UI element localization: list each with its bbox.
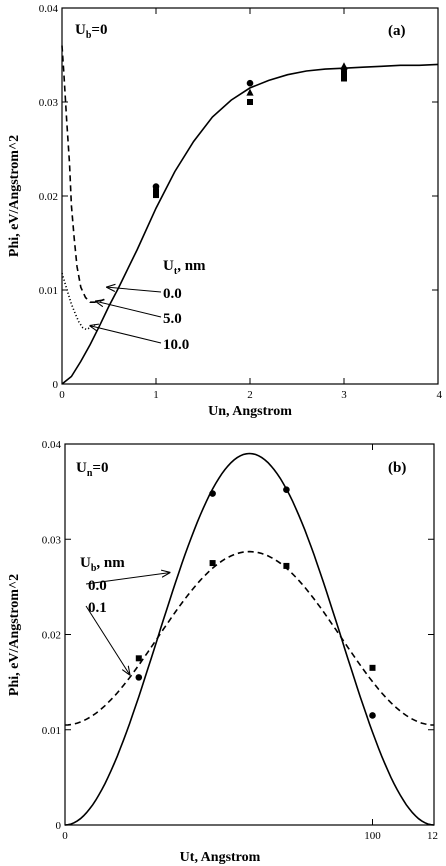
panel-b-legend-title: Ub, nm <box>80 555 125 574</box>
panel-a-condition: Ub=0 <box>75 22 107 41</box>
data-point-circle <box>209 490 216 497</box>
data-point-circle <box>135 674 143 681</box>
panel-a-legend-entry-2: 5.0 <box>163 311 182 327</box>
y-tick-label: 0.02 <box>39 191 58 203</box>
y-tick-label: 0 <box>53 379 59 391</box>
series-line-solid <box>64 452 435 826</box>
y-tick-label: 0.04 <box>39 3 59 15</box>
panel-a: 0 1 2 3 4 0 0.01 0.02 0.03 0.04 (a) Ub=0 Ut, nm 0… <box>7 3 443 419</box>
panel-a-legend-entry-3: 10.0 <box>163 337 189 353</box>
panel-a-frame <box>61 7 439 385</box>
panel-b-y-axis-label: Phi, eV/Angstrom^2 <box>7 574 22 696</box>
data-point-circle <box>152 183 160 190</box>
series-line-dotted <box>61 272 96 331</box>
panel-a-label: (a) <box>388 23 406 39</box>
panel-a-legend-title: Ut, nm <box>163 258 206 277</box>
y-tick-label: 0.01 <box>39 285 58 297</box>
panel-b-label: (b) <box>388 460 406 476</box>
y-tick-label: 0.01 <box>42 725 61 737</box>
panel-b-legend-entry-1: 0.0 <box>88 578 107 594</box>
x-tick-label: 3 <box>341 389 347 401</box>
y-tick-label: 0.03 <box>42 534 62 546</box>
data-point-triangle <box>246 88 254 96</box>
series-line-dashed <box>61 45 105 303</box>
x-tick-label: 1 <box>153 389 159 401</box>
panel-b-legend-entry-2: 0.1 <box>88 600 107 616</box>
data-point-square <box>341 70 347 77</box>
y-tick-label: 0.02 <box>42 630 61 642</box>
data-point-square <box>369 664 376 671</box>
legend-arrow <box>107 287 162 293</box>
series-line-dashed <box>64 550 435 726</box>
y-tick-label: 0.04 <box>42 439 62 451</box>
x-tick-label: 4 <box>437 389 443 401</box>
legend-arrow <box>85 605 130 675</box>
x-tick-label: 2 <box>247 389 253 401</box>
legend-arrow <box>90 326 162 344</box>
data-point-square <box>153 188 159 195</box>
data-point-circle <box>246 79 254 87</box>
data-point-square <box>247 99 253 105</box>
data-point-circle <box>369 712 376 719</box>
data-point-square <box>283 562 290 569</box>
panel-b-x-axis-label: Ut, Angstrom <box>180 850 261 865</box>
panel-b-condition: Un=0 <box>76 460 108 479</box>
data-point-square <box>341 75 347 82</box>
data-point-square <box>209 560 216 567</box>
x-tick-label: 100 <box>364 830 381 842</box>
x-tick-label: 0 <box>62 830 68 842</box>
y-tick-label: 0 <box>56 820 62 832</box>
data-point-square <box>135 655 142 662</box>
series-line-solid <box>61 63 439 385</box>
panel-a-legend-entry-1: 0.0 <box>163 286 182 302</box>
legend-arrow <box>96 301 162 318</box>
data-point-square <box>153 192 159 199</box>
data-point-circle <box>340 65 348 73</box>
x-tick-label: 12 <box>427 830 438 842</box>
panel-b-frame <box>64 443 435 826</box>
y-tick-label: 0.03 <box>39 97 59 109</box>
data-point-circle <box>283 486 290 494</box>
panel-a-y-axis-label: Phi, eV/Angstrom^2 <box>7 135 22 257</box>
x-tick-label: 0 <box>59 389 65 401</box>
panel-a-x-axis-label: Un, Angstrom <box>208 404 292 419</box>
legend-arrow <box>85 573 170 585</box>
